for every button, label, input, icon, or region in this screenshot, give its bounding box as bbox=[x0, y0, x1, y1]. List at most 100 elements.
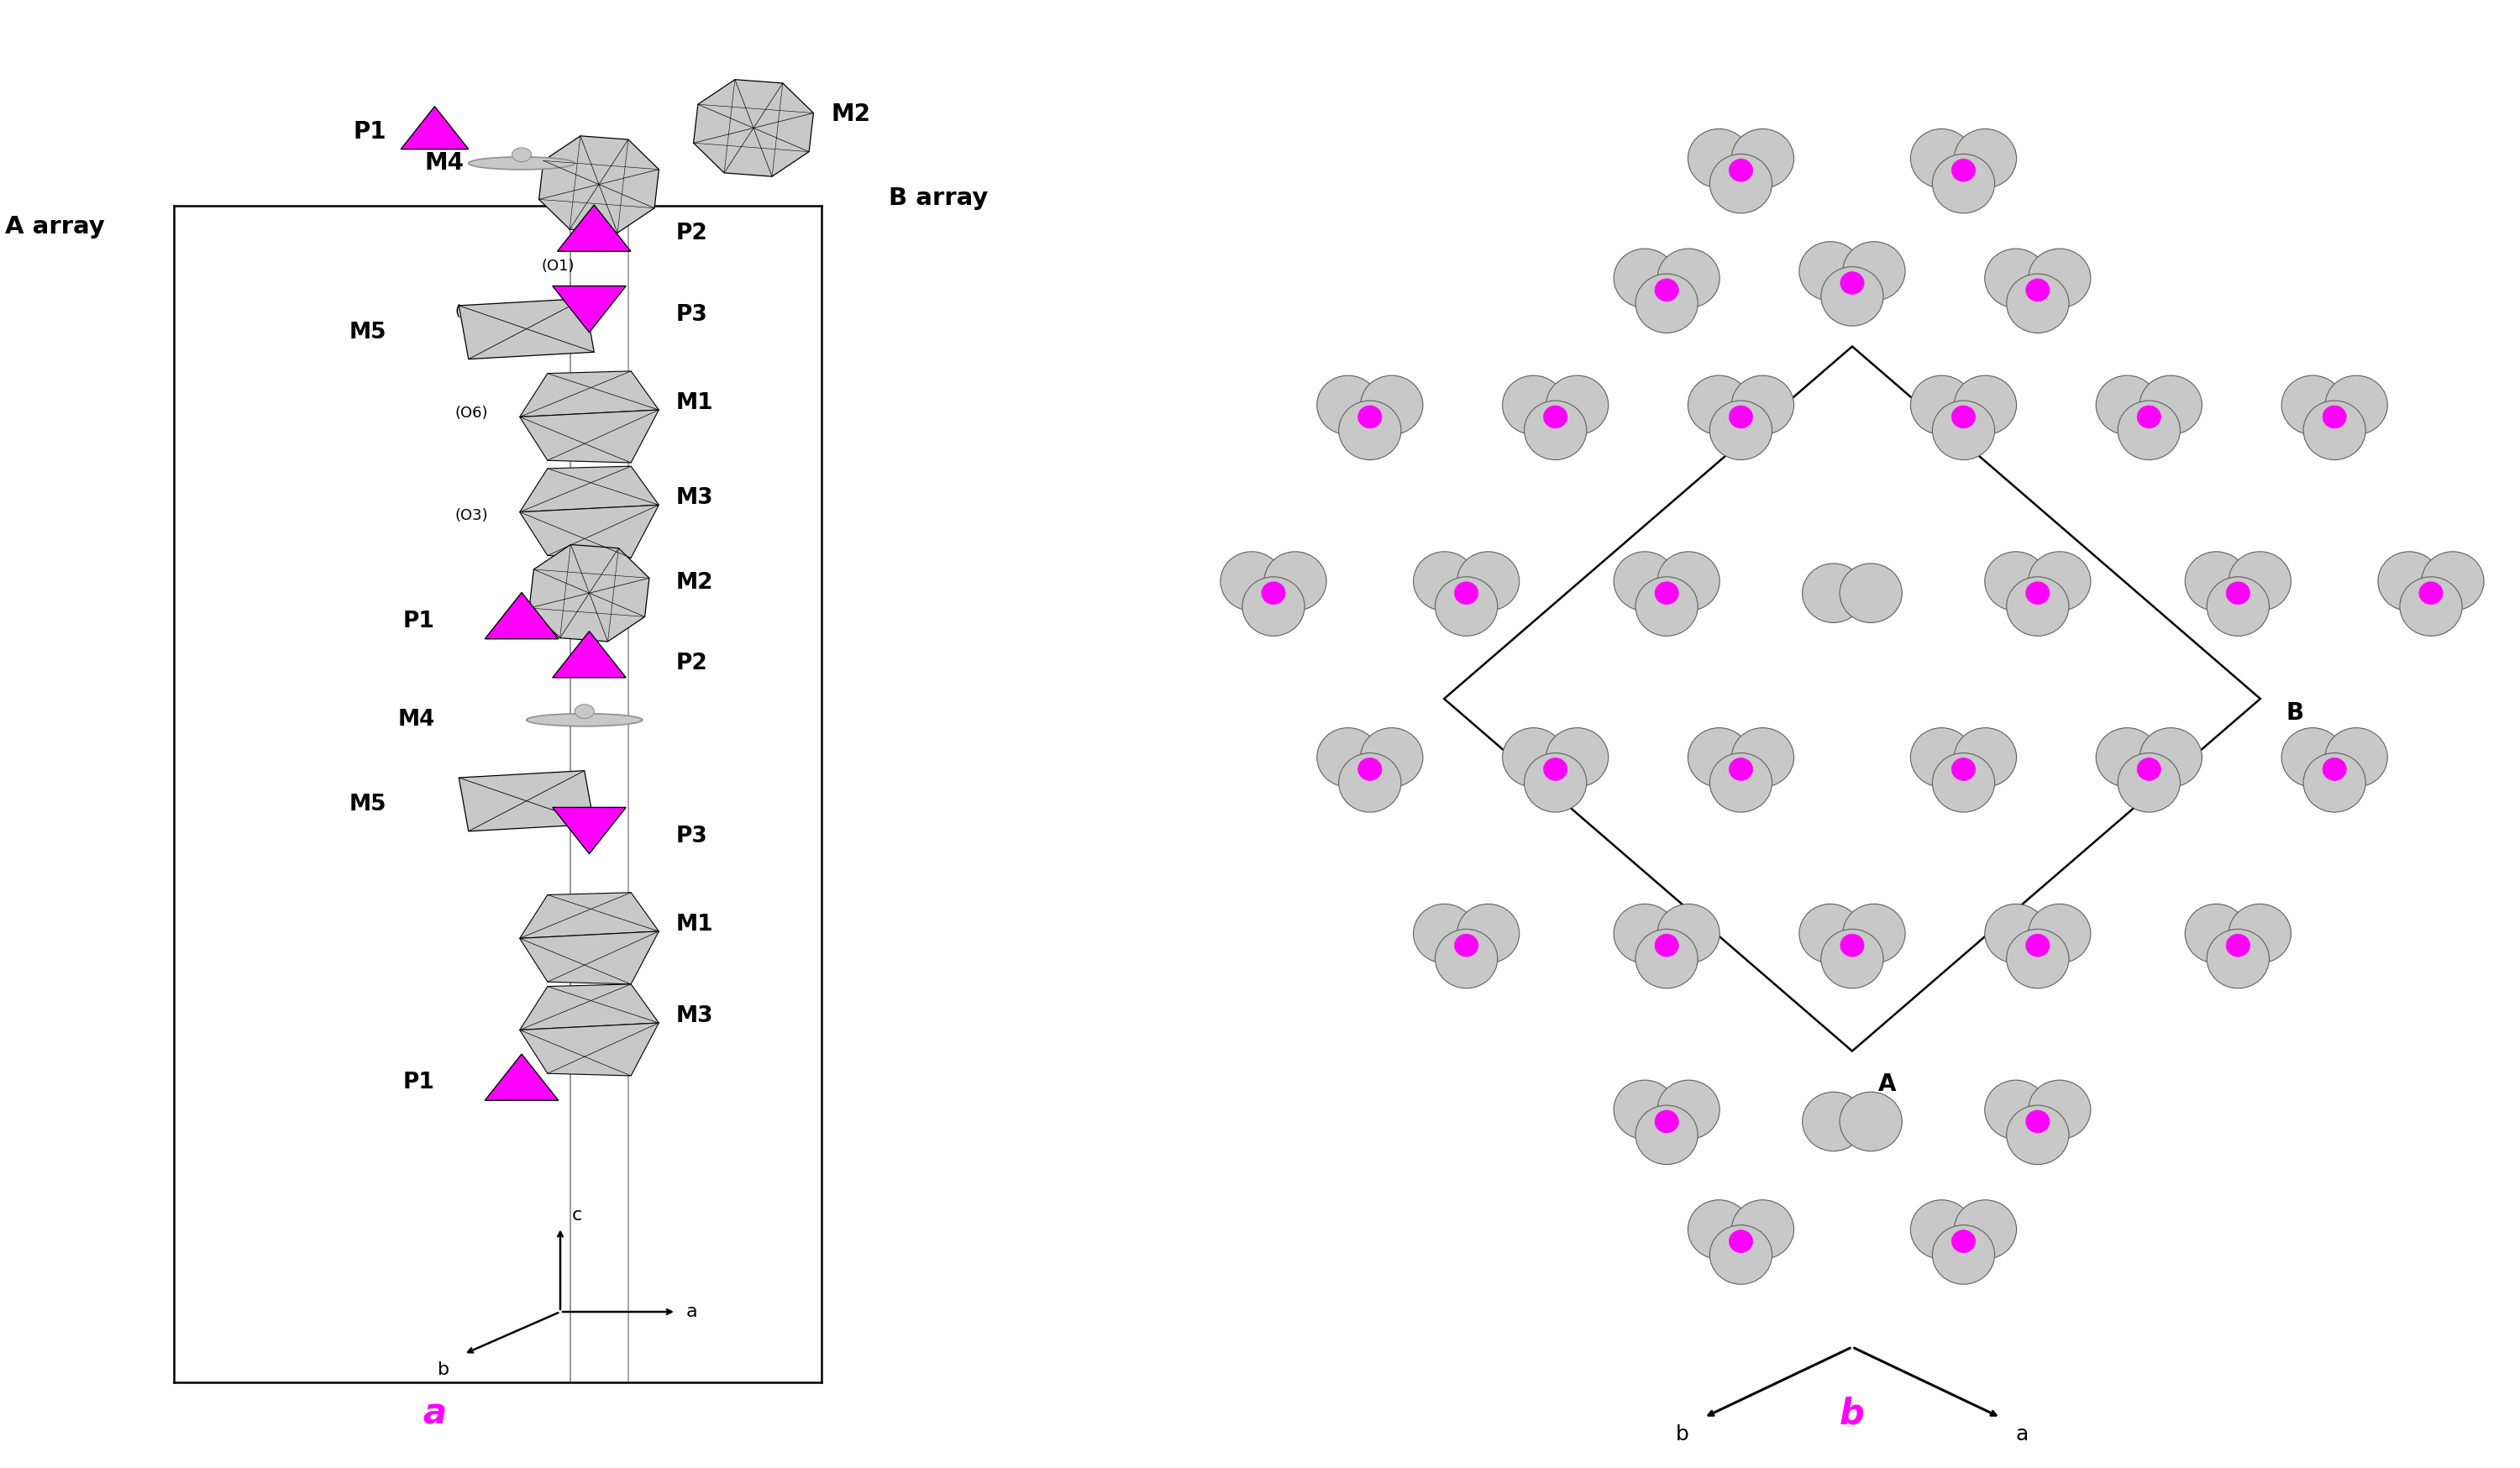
Circle shape bbox=[1635, 929, 1698, 988]
Circle shape bbox=[1840, 1092, 1903, 1151]
Circle shape bbox=[2029, 1080, 2092, 1139]
Circle shape bbox=[1986, 1080, 2046, 1139]
Circle shape bbox=[1950, 159, 1976, 182]
Circle shape bbox=[1953, 129, 2016, 188]
Text: P2: P2 bbox=[675, 223, 708, 245]
Circle shape bbox=[1457, 904, 1520, 963]
Text: M1: M1 bbox=[675, 913, 713, 935]
Circle shape bbox=[575, 705, 595, 718]
Circle shape bbox=[1358, 405, 1381, 429]
Circle shape bbox=[1953, 376, 2016, 435]
Polygon shape bbox=[552, 631, 625, 678]
Circle shape bbox=[1709, 753, 1772, 812]
Circle shape bbox=[2026, 581, 2049, 605]
Circle shape bbox=[2303, 401, 2366, 459]
Circle shape bbox=[1731, 1199, 1794, 1260]
Circle shape bbox=[1436, 577, 1497, 636]
Circle shape bbox=[1950, 757, 1976, 781]
Circle shape bbox=[2419, 581, 2442, 605]
Circle shape bbox=[1688, 728, 1751, 787]
Circle shape bbox=[2326, 728, 2386, 787]
Circle shape bbox=[2139, 728, 2202, 787]
Circle shape bbox=[1799, 242, 1862, 301]
Circle shape bbox=[2117, 753, 2180, 812]
Circle shape bbox=[1656, 279, 1678, 301]
Polygon shape bbox=[484, 593, 559, 639]
Text: A array: A array bbox=[5, 214, 103, 238]
Circle shape bbox=[1731, 728, 1794, 787]
Circle shape bbox=[1338, 401, 1401, 459]
Circle shape bbox=[2029, 248, 2092, 308]
Circle shape bbox=[1525, 753, 1588, 812]
Circle shape bbox=[1613, 248, 1676, 308]
Circle shape bbox=[1950, 1230, 1976, 1252]
Circle shape bbox=[2422, 552, 2485, 611]
Polygon shape bbox=[459, 771, 595, 831]
Polygon shape bbox=[529, 545, 650, 642]
Polygon shape bbox=[539, 137, 658, 233]
Polygon shape bbox=[401, 107, 469, 150]
Circle shape bbox=[1729, 159, 1754, 182]
Circle shape bbox=[1688, 129, 1751, 188]
Circle shape bbox=[1525, 401, 1588, 459]
Circle shape bbox=[1361, 376, 1424, 435]
Circle shape bbox=[1635, 275, 1698, 333]
Text: A: A bbox=[1877, 1072, 1895, 1095]
Text: (O6): (O6) bbox=[454, 405, 489, 421]
Polygon shape bbox=[552, 286, 625, 332]
Circle shape bbox=[1822, 267, 1882, 326]
Text: b: b bbox=[1840, 1396, 1865, 1431]
Circle shape bbox=[2281, 376, 2344, 435]
Circle shape bbox=[1953, 1199, 2016, 1260]
Text: P1: P1 bbox=[403, 611, 433, 633]
Circle shape bbox=[1986, 552, 2046, 611]
Text: B array: B array bbox=[890, 186, 988, 210]
Circle shape bbox=[1502, 728, 1565, 787]
Circle shape bbox=[1502, 376, 1565, 435]
Circle shape bbox=[1318, 376, 1378, 435]
Text: a: a bbox=[2016, 1424, 2029, 1445]
Circle shape bbox=[1436, 929, 1497, 988]
Text: a: a bbox=[423, 1396, 446, 1431]
Circle shape bbox=[1547, 376, 1608, 435]
Circle shape bbox=[2006, 577, 2069, 636]
Circle shape bbox=[2026, 279, 2049, 301]
Circle shape bbox=[1802, 1092, 1865, 1151]
Polygon shape bbox=[552, 807, 625, 854]
Circle shape bbox=[1358, 757, 1381, 781]
Polygon shape bbox=[459, 298, 595, 360]
Circle shape bbox=[1361, 728, 1424, 787]
Circle shape bbox=[2208, 929, 2268, 988]
Circle shape bbox=[2137, 757, 2160, 781]
Circle shape bbox=[1656, 581, 1678, 605]
Circle shape bbox=[1635, 577, 1698, 636]
Circle shape bbox=[1729, 757, 1754, 781]
Circle shape bbox=[1658, 248, 1719, 308]
Polygon shape bbox=[557, 206, 630, 251]
Text: a: a bbox=[685, 1304, 698, 1320]
Circle shape bbox=[1729, 1230, 1754, 1252]
Circle shape bbox=[2326, 376, 2386, 435]
Circle shape bbox=[1950, 405, 1976, 429]
Circle shape bbox=[1656, 934, 1678, 957]
Circle shape bbox=[2097, 728, 2157, 787]
Circle shape bbox=[1729, 405, 1754, 429]
Circle shape bbox=[1613, 1080, 1676, 1139]
Text: B: B bbox=[2286, 702, 2303, 725]
Circle shape bbox=[1635, 1105, 1698, 1164]
Text: M2: M2 bbox=[675, 571, 713, 593]
Circle shape bbox=[2323, 757, 2346, 781]
Text: M2: M2 bbox=[832, 103, 869, 126]
Circle shape bbox=[1688, 1199, 1751, 1260]
Circle shape bbox=[1242, 577, 1305, 636]
Circle shape bbox=[1338, 753, 1401, 812]
Circle shape bbox=[1454, 581, 1479, 605]
Polygon shape bbox=[519, 467, 658, 512]
Circle shape bbox=[1688, 376, 1751, 435]
Text: (O2): (O2) bbox=[575, 546, 607, 562]
Circle shape bbox=[1933, 401, 1996, 459]
Circle shape bbox=[1414, 904, 1477, 963]
Circle shape bbox=[2006, 275, 2069, 333]
Circle shape bbox=[1799, 904, 1862, 963]
Circle shape bbox=[2006, 1105, 2069, 1164]
